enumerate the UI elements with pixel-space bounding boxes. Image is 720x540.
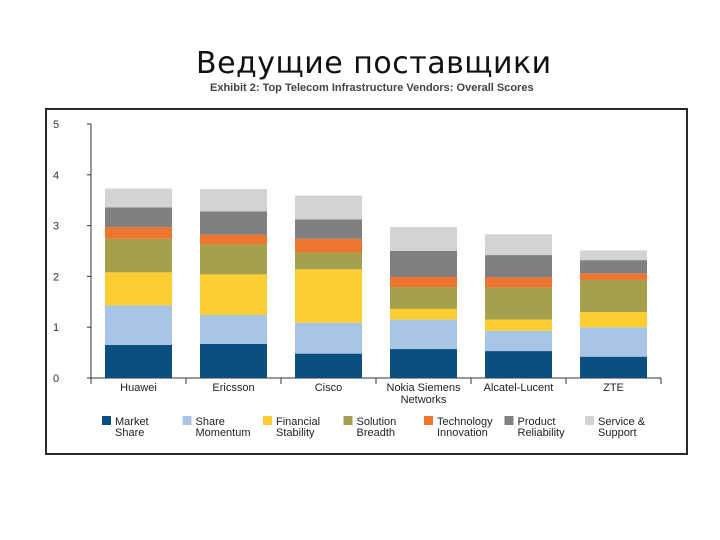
bar-segment-technology-innovation [390, 276, 457, 288]
chart-title: Exhibit 2: Top Telecom Infrastructure Ve… [210, 82, 534, 94]
y-tick-label: 4 [53, 170, 59, 182]
legend-label: Market [115, 416, 149, 428]
legend-label: Product [518, 416, 556, 428]
category-label: ZTE [603, 382, 624, 394]
legend-swatch [585, 416, 594, 425]
legend-label: Innovation [437, 427, 488, 439]
legend-label: Solution [357, 416, 397, 428]
legend-label: Share [196, 416, 225, 428]
bar-segment-financial-stability [485, 319, 552, 331]
bar-segment-market-share [105, 344, 172, 378]
bar-segment-share-momentum [485, 330, 552, 352]
bar-segment-solution-breadth [105, 238, 172, 273]
bar-segment-market-share [390, 349, 457, 378]
legend-swatch [102, 416, 111, 425]
bar-segment-financial-stability [580, 311, 647, 328]
bar-segment-technology-innovation [580, 273, 647, 280]
legend-label: Technology [437, 416, 493, 428]
bar-segment-solution-breadth [295, 252, 362, 270]
bar-segment-product-reliability [580, 260, 647, 274]
legend-label: Share [115, 427, 144, 439]
bar-segment-product-reliability [200, 211, 267, 235]
bar-segment-solution-breadth [485, 287, 552, 320]
bar-segment-service-support [105, 188, 172, 208]
legend-label: Support [598, 427, 637, 439]
bar-segment-market-share [485, 351, 552, 378]
category-label: Nokia Siemens [387, 382, 461, 394]
legend-swatch [504, 416, 514, 425]
bar-segment-share-momentum [200, 315, 267, 344]
category-label: Huawei [120, 382, 157, 394]
legend-label: Stability [276, 427, 315, 439]
bar-segment-product-reliability [295, 219, 362, 239]
category-label: Ericsson [212, 382, 254, 394]
stacked-bar-chart: 0 1 2 3 4 5 Huawei Ericsson Cisco Nokia SiemensNe… [53, 119, 662, 439]
y-tick-label: 2 [53, 271, 59, 283]
legend-swatch [263, 416, 272, 425]
y-tick-label: 3 [53, 221, 59, 233]
bar-segment-share-momentum [390, 319, 457, 350]
bar-segment-technology-innovation [105, 227, 172, 239]
bar-segment-service-support [390, 227, 457, 251]
bar-segment-service-support [580, 250, 647, 261]
bar-segment-solution-breadth [580, 279, 647, 312]
bar-segment-financial-stability [200, 274, 267, 316]
bar-segment-solution-breadth [200, 244, 267, 275]
y-tick-label: 0 [53, 373, 59, 385]
bar-segment-share-momentum [105, 305, 172, 345]
legend-swatch [182, 416, 192, 425]
category-label: Cisco [315, 382, 343, 394]
legend-label: Momentum [196, 427, 251, 439]
legend-label: Breadth [357, 427, 396, 439]
bar-segment-technology-innovation [295, 238, 362, 253]
legend-label: Financial [276, 416, 320, 428]
bar-segment-financial-stability [105, 272, 172, 306]
y-tick-label: 5 [53, 119, 59, 131]
legend-label: Service & [598, 416, 646, 428]
bar-segment-product-reliability [485, 255, 552, 278]
legend-label: Reliability [518, 427, 566, 439]
bar-segment-service-support [485, 234, 552, 256]
bar-segment-share-momentum [295, 322, 362, 354]
category-label: Alcatel-Lucent [484, 382, 554, 394]
slide-title: Ведущие поставщики [196, 46, 552, 81]
bar-segment-market-share [200, 343, 267, 378]
legend-swatch [424, 416, 433, 425]
bar-segment-financial-stability [295, 269, 362, 323]
bar-segment-solution-breadth [390, 287, 457, 309]
bar-segment-share-momentum [580, 327, 647, 357]
legend-swatch [343, 416, 353, 425]
bar-segment-product-reliability [390, 251, 457, 277]
chart-frame: 0 1 2 3 4 5 Huawei Ericsson Cisco Nokia Siemens Ne… [45, 108, 688, 455]
category-label: Networks [401, 394, 447, 406]
bar-segment-product-reliability [105, 207, 172, 228]
bar-segment-service-support [200, 189, 267, 212]
bar-segment-service-support [295, 195, 362, 220]
bar-segment-financial-stability [390, 308, 457, 320]
bar-segment-technology-innovation [200, 234, 267, 245]
y-tick-label: 1 [53, 322, 59, 334]
bar-segment-market-share [580, 356, 647, 378]
bar-segment-market-share [295, 353, 362, 378]
bar-segment-technology-innovation [485, 277, 552, 288]
